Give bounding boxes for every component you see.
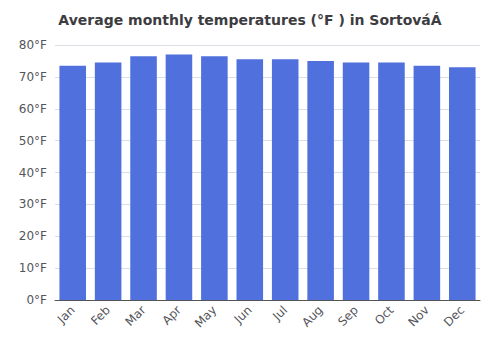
svg-text:80°F: 80°F [19, 38, 47, 52]
svg-text:May: May [192, 303, 219, 330]
svg-text:Apr: Apr [159, 303, 184, 328]
svg-text:Jun: Jun [231, 303, 255, 327]
svg-text:Dec: Dec [441, 303, 467, 329]
svg-text:20°F: 20°F [19, 229, 47, 243]
svg-text:Jul: Jul [269, 303, 290, 324]
svg-text:Mar: Mar [123, 303, 149, 329]
svg-text:60°F: 60°F [19, 102, 47, 116]
svg-text:10°F: 10°F [19, 261, 47, 275]
svg-text:Sep: Sep [335, 303, 361, 329]
svg-text:30°F: 30°F [19, 197, 47, 211]
svg-text:Feb: Feb [88, 303, 113, 328]
svg-text:Aug: Aug [299, 303, 325, 329]
svg-text:Oct: Oct [372, 303, 397, 328]
svg-text:50°F: 50°F [19, 134, 47, 148]
svg-text:Average monthly temperatures (: Average monthly temperatures (°F ) in So… [58, 12, 441, 28]
svg-text:70°F: 70°F [19, 70, 47, 84]
svg-text:40°F: 40°F [19, 166, 47, 180]
svg-text:Nov: Nov [405, 303, 431, 329]
svg-text:0°F: 0°F [26, 293, 47, 307]
svg-text:Jan: Jan [54, 303, 78, 327]
